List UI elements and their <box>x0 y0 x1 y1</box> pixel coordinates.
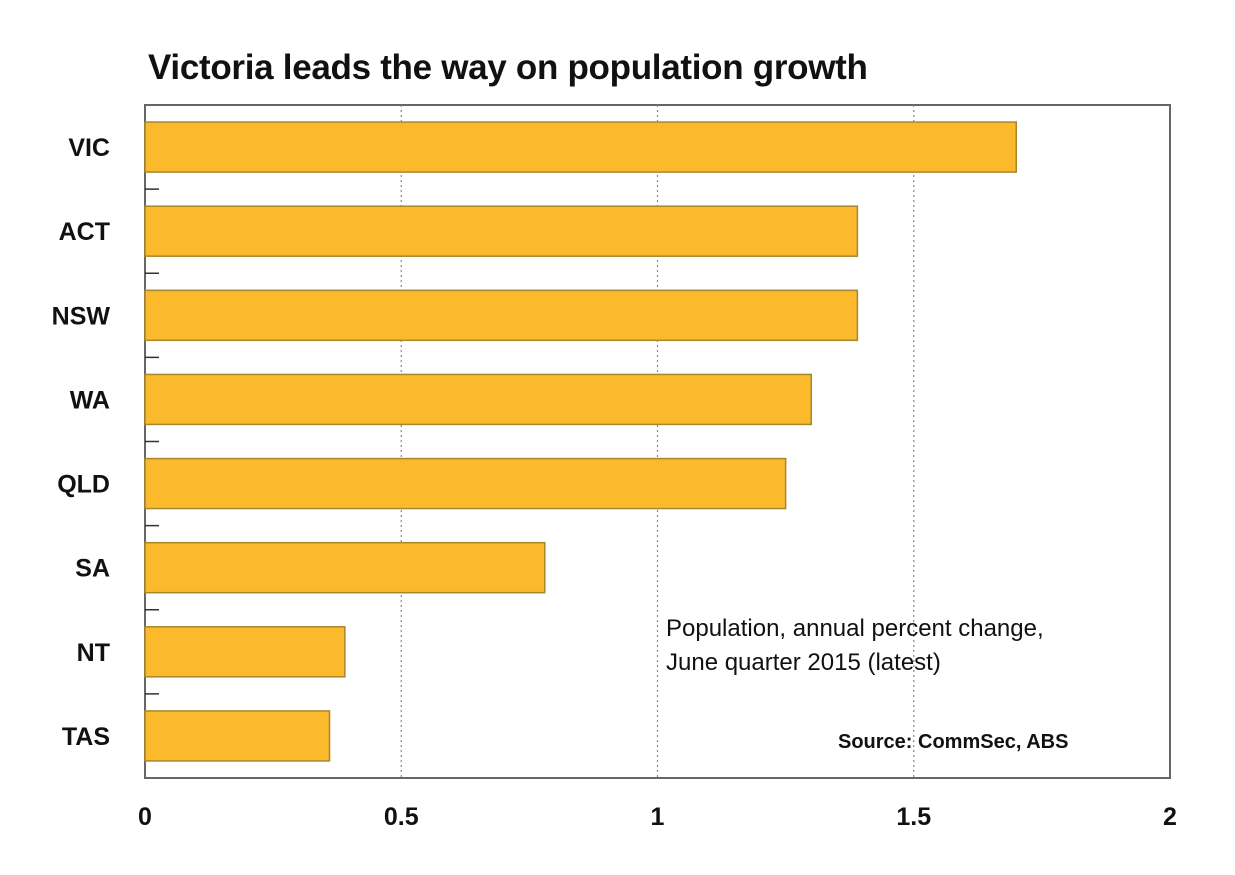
category-label: SA <box>75 555 110 583</box>
category-label: TAS <box>62 723 110 751</box>
category-label: ACT <box>59 218 110 246</box>
bar-tas <box>144 710 331 762</box>
x-tick-label: 2 <box>1163 803 1177 831</box>
x-tick-label: 1.5 <box>896 803 931 831</box>
bar-wa <box>144 373 812 426</box>
chart-title: Victoria leads the way on population gro… <box>148 48 868 87</box>
category-label: VIC <box>68 134 110 162</box>
bar-sa <box>144 541 546 594</box>
bar-nsw <box>144 289 859 342</box>
category-label: WA <box>70 386 110 414</box>
bar-nt <box>144 626 346 678</box>
bar-vic <box>144 121 1017 173</box>
note-line: June quarter 2015 (latest) <box>666 649 941 676</box>
x-tick-label: 1 <box>651 803 665 831</box>
category-label: NSW <box>52 302 111 330</box>
bar-act <box>144 205 859 257</box>
source-label: Source: CommSec, ABS <box>838 731 1069 753</box>
chart-note: Population, annual percent change, June … <box>666 612 1044 680</box>
note-line: Population, annual percent change, <box>666 615 1044 642</box>
x-tick-label: 0 <box>138 803 152 831</box>
category-label: NT <box>77 639 110 667</box>
category-label: QLD <box>57 471 110 499</box>
x-tick-label: 0.5 <box>384 803 419 831</box>
bar-qld <box>144 457 787 510</box>
